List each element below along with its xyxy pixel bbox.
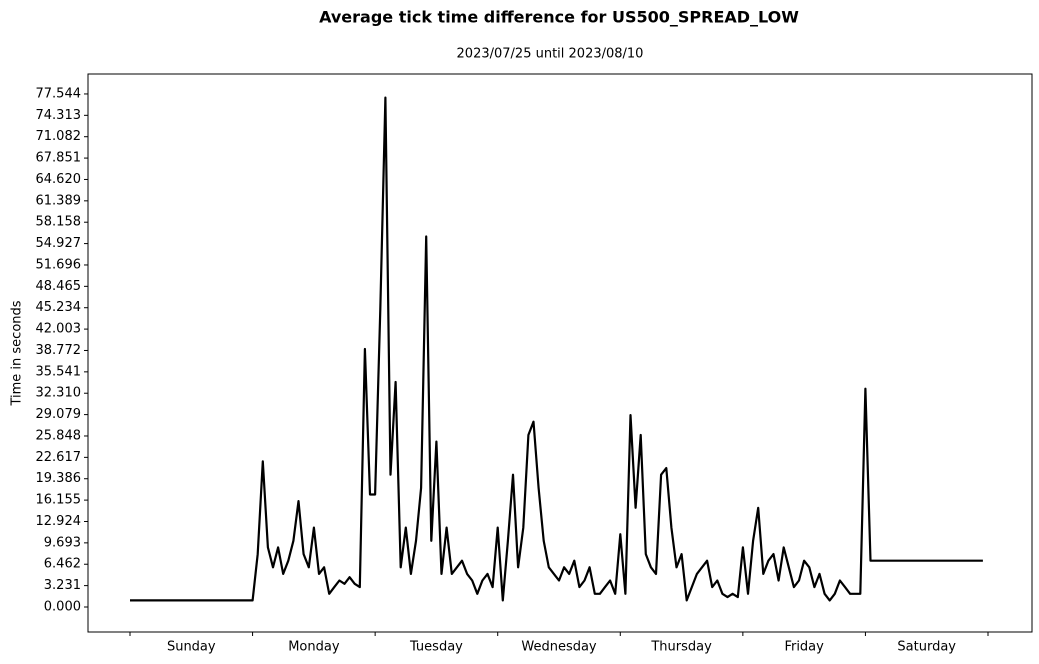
y-tick-label: 16.155 bbox=[36, 493, 82, 508]
x-tick-label: Thursday bbox=[650, 640, 712, 655]
y-tick-label: 22.617 bbox=[36, 450, 82, 465]
y-tick-label: 32.310 bbox=[36, 386, 82, 401]
y-tick-label: 38.772 bbox=[36, 343, 82, 358]
y-tick-label: 45.234 bbox=[36, 300, 82, 315]
series-line bbox=[130, 96, 983, 602]
y-tick-label: 6.462 bbox=[44, 557, 81, 572]
x-tick-label: Wednesday bbox=[521, 640, 597, 655]
y-tick-label: 74.313 bbox=[36, 108, 82, 123]
y-tick-label: 12.924 bbox=[36, 514, 82, 529]
y-tick-label: 67.851 bbox=[36, 151, 82, 166]
y-tick-label: 35.541 bbox=[36, 364, 82, 379]
x-tick-label: Monday bbox=[288, 640, 340, 655]
y-tick-label: 51.696 bbox=[36, 257, 82, 272]
chart-title: Average tick time difference for US500_S… bbox=[319, 8, 799, 27]
x-tick-label: Tuesday bbox=[409, 640, 463, 655]
y-axis-label: Time in seconds bbox=[10, 300, 25, 406]
y-tick-label: 54.927 bbox=[36, 236, 82, 251]
y-tick-label: 9.693 bbox=[44, 535, 81, 550]
x-tick-label: Sunday bbox=[167, 640, 216, 655]
plot-frame bbox=[87, 73, 1033, 633]
y-tick-label: 19.386 bbox=[36, 471, 82, 486]
x-tick-label: Saturday bbox=[897, 640, 956, 655]
y-tick-label: 58.158 bbox=[36, 215, 82, 230]
y-tick-label: 25.848 bbox=[36, 428, 82, 443]
chart-subtitle: 2023/07/25 until 2023/08/10 bbox=[457, 47, 644, 62]
x-tick-label: Friday bbox=[784, 640, 824, 655]
y-tick-label: 42.003 bbox=[36, 322, 82, 337]
y-tick-label: 3.231 bbox=[44, 578, 81, 593]
y-tick-label: 48.465 bbox=[36, 279, 82, 294]
y-tick-label: 64.620 bbox=[36, 172, 82, 187]
y-tick-label: 0.000 bbox=[44, 599, 81, 614]
y-tick-label: 61.389 bbox=[36, 193, 82, 208]
y-tick-label: 77.544 bbox=[36, 86, 82, 101]
y-tick-label: 71.082 bbox=[36, 129, 82, 144]
y-tick-label: 29.079 bbox=[36, 407, 82, 422]
